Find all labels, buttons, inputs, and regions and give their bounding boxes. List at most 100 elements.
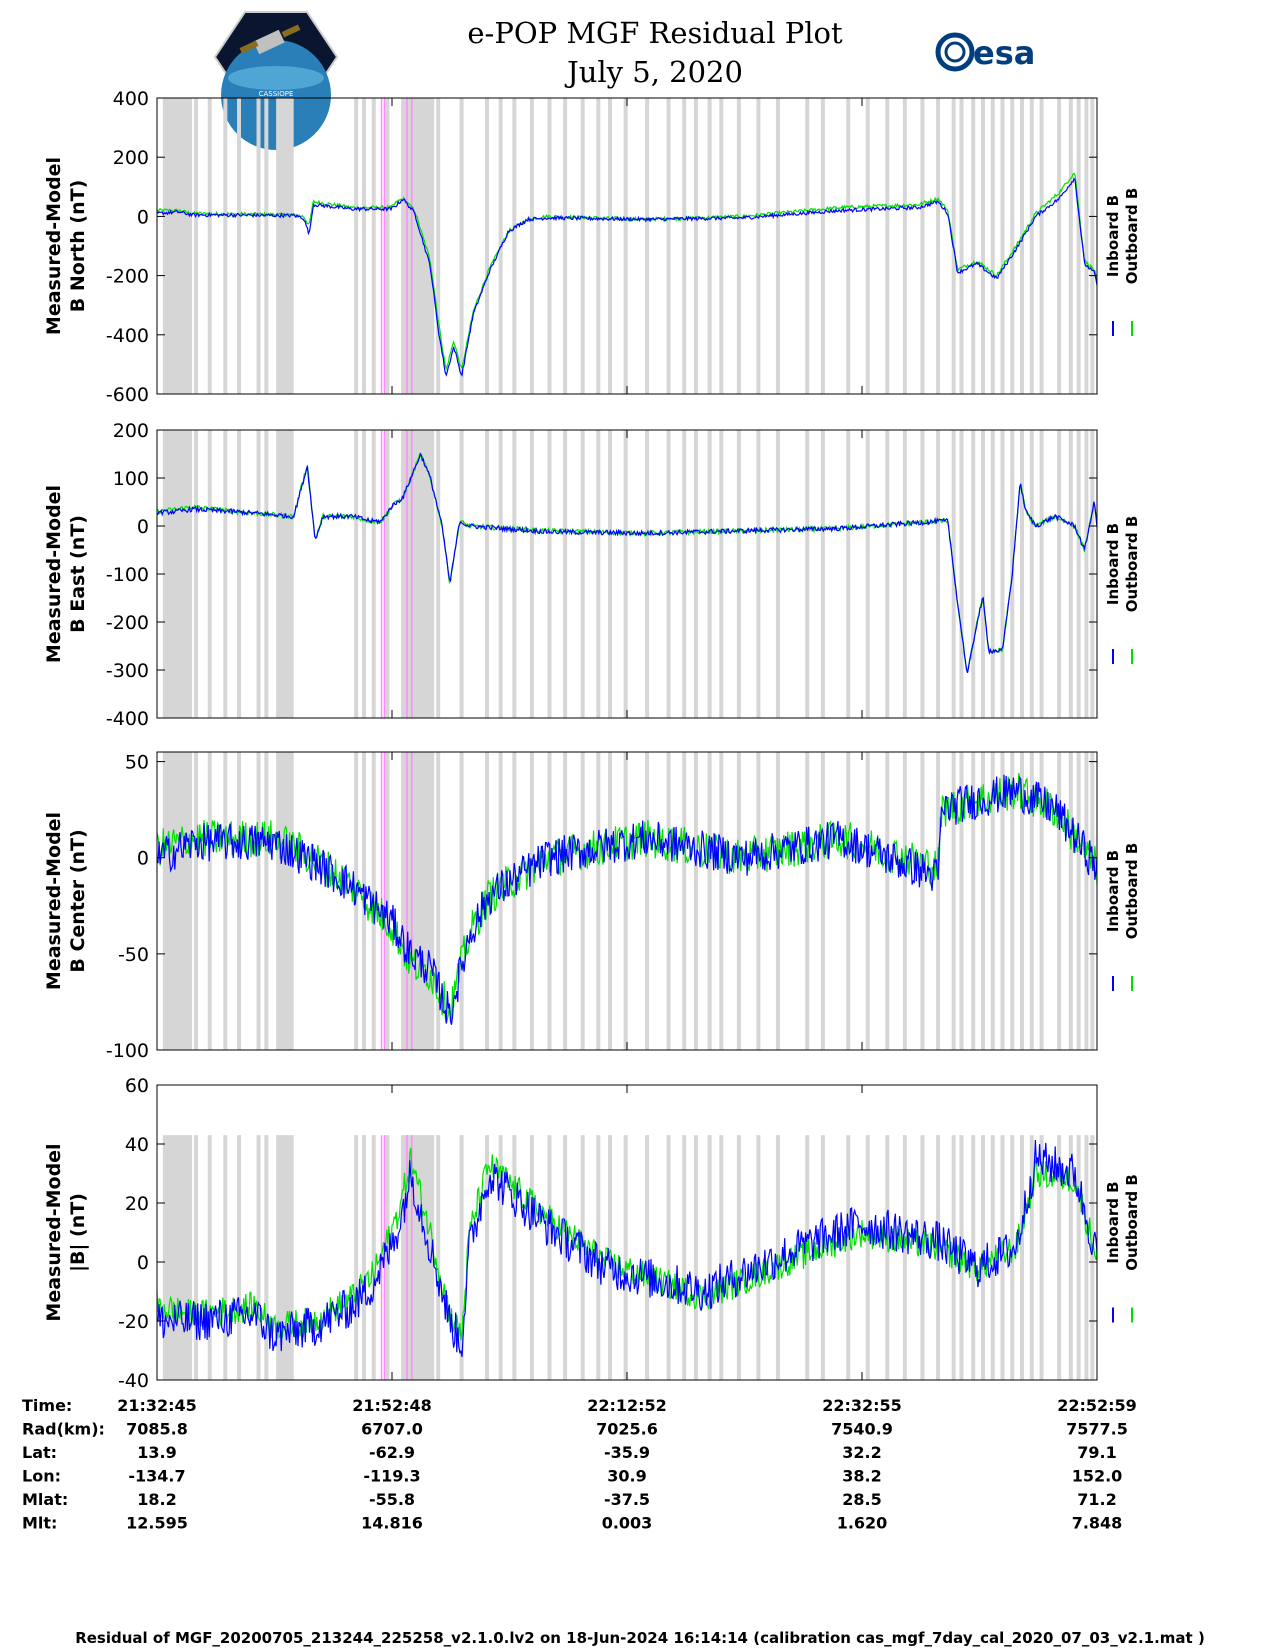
gray-line (990, 98, 995, 394)
gray-line (498, 752, 503, 1050)
ephemeris-value: 22:12:52 (587, 1396, 667, 1415)
gray-line (547, 752, 552, 1050)
ephemeris-label: Lon: (22, 1467, 61, 1486)
ephemeris-value: 1.620 (837, 1514, 888, 1533)
gray-line (902, 430, 907, 718)
figure-title-line2: July 5, 2020 (564, 55, 743, 89)
gray-line (719, 98, 724, 394)
gray-line (846, 752, 851, 1050)
gray-line (865, 98, 870, 394)
series-line-outboard (156, 772, 1098, 1024)
gray-line (194, 98, 199, 394)
gray-line (846, 1135, 851, 1380)
series-line-inboard (156, 774, 1098, 1025)
gray-band (401, 752, 435, 1050)
gray-line (951, 752, 956, 1050)
gray-line (580, 98, 585, 394)
gray-line (885, 98, 890, 394)
gray-line (194, 752, 199, 1050)
ephemeris-value: 7577.5 (1066, 1420, 1128, 1439)
gray-line (902, 98, 907, 394)
ephemeris-value: 28.5 (842, 1490, 881, 1509)
gray-line (237, 752, 242, 1050)
y-tick-label: 0 (137, 206, 149, 228)
gray-line (623, 1135, 628, 1380)
gray-line (846, 430, 851, 718)
gray-line (436, 98, 441, 394)
ephemeris-value: 30.9 (607, 1467, 646, 1486)
gray-line (1057, 1135, 1062, 1380)
gray-line (223, 430, 228, 718)
ephemeris-value: -119.3 (363, 1467, 420, 1486)
legend-inboard-label: Inboard B (1104, 850, 1122, 932)
gray-line (1068, 752, 1073, 1050)
gray-line (736, 98, 741, 394)
y-tick-label: 40 (125, 1134, 149, 1156)
gray-line (1076, 1135, 1081, 1380)
ephemeris-value: 22:52:59 (1057, 1396, 1137, 1415)
gray-band (276, 430, 294, 718)
gray-line (207, 98, 212, 394)
legend-inboard-label: Inboard B (1104, 1181, 1122, 1263)
gray-line (645, 752, 650, 1050)
gray-line (563, 1135, 568, 1380)
y-tick-label: -300 (106, 660, 149, 682)
gray-line (498, 1135, 503, 1380)
gray-line (1020, 752, 1025, 1050)
gray-line (371, 430, 376, 718)
ephemeris-value: 22:32:55 (822, 1396, 902, 1415)
gray-line (354, 1135, 359, 1380)
gray-line (498, 430, 503, 718)
gray-line (666, 98, 671, 394)
panel-east: -400 -300 -200 -100 0 100 200 Measured-Model B E… (43, 420, 1141, 730)
gray-line (1029, 1135, 1034, 1380)
gray-line (580, 430, 585, 718)
ephemeris-value: 18.2 (137, 1490, 176, 1509)
y-tick-label: -400 (106, 325, 149, 347)
gray-line (512, 98, 517, 394)
gray-line (756, 98, 761, 394)
ephemeris-value: 7085.8 (126, 1420, 188, 1439)
gray-line (237, 430, 242, 718)
gray-line (1090, 1135, 1095, 1380)
gray-line (563, 430, 568, 718)
gray-line (666, 1135, 671, 1380)
gray-line (645, 430, 650, 718)
gray-line (805, 1135, 810, 1380)
ephemeris-label: Mlat: (22, 1490, 68, 1509)
gray-line (693, 752, 698, 1050)
gray-line (936, 752, 941, 1050)
gray-line (990, 752, 995, 1050)
gray-line (1039, 752, 1044, 1050)
y-axis-label-line2: B North (nT) (67, 180, 89, 313)
gray-line (1084, 98, 1089, 394)
gray-line (1010, 752, 1015, 1050)
gray-line (354, 430, 359, 718)
gray-line (596, 752, 601, 1050)
gray-line (1020, 430, 1025, 718)
gray-line (980, 752, 985, 1050)
gray-line (623, 430, 628, 718)
gray-line (1076, 752, 1081, 1050)
panel-center: -100 -50 0 50 Measured-Model B Center (nT) Inb… (43, 751, 1141, 1062)
gray-line (547, 430, 552, 718)
gray-line (1068, 1135, 1073, 1380)
gray-line (736, 430, 741, 718)
gray-line (1039, 98, 1044, 394)
gray-line (623, 752, 628, 1050)
y-tick-label: 0 (137, 848, 149, 870)
legend-outboard-label: Outboard B (1123, 1174, 1141, 1271)
legend-inboard-label: Inboard B (1104, 195, 1122, 277)
y-axis-label-line2: B East (nT) (67, 515, 89, 633)
gray-line (719, 1135, 724, 1380)
gray-line (707, 1135, 712, 1380)
gray-line (1076, 430, 1081, 718)
series-line-inboard (156, 1139, 1098, 1358)
y-axis-label-line1: Measured-Model (43, 485, 65, 663)
gray-line (756, 752, 761, 1050)
gray-line (1068, 430, 1073, 718)
gray-line (865, 752, 870, 1050)
gray-line (256, 98, 261, 394)
gray-line (385, 430, 390, 718)
